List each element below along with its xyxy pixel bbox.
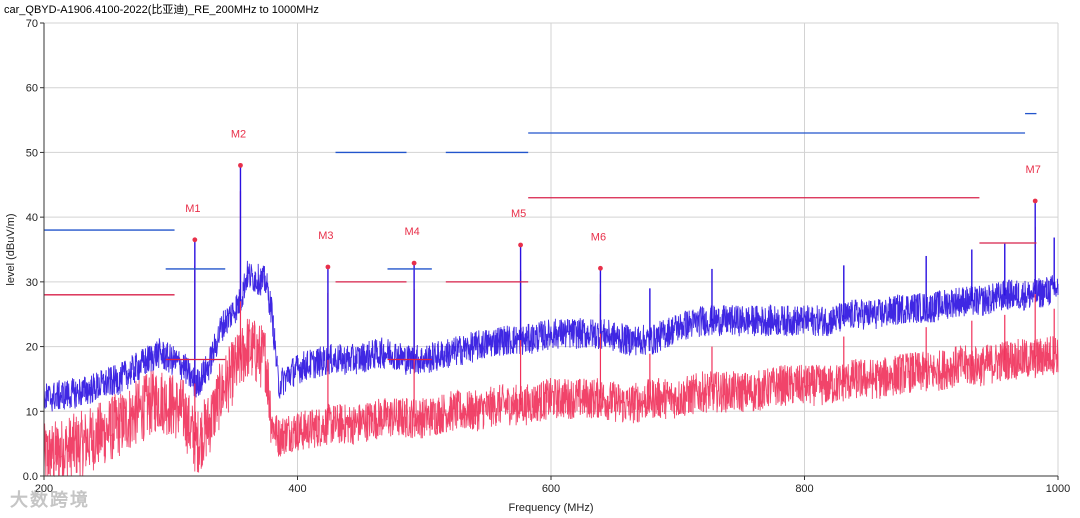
y-tick-label: 60: [26, 83, 38, 95]
axes: 0.0 10 20 30 40 50 60 70 200 400 600 800 1000 Frequen…: [5, 18, 1070, 514]
marker-label: M1: [185, 203, 200, 215]
y-tick-label: 0.0: [23, 471, 38, 483]
limit-lines: [44, 112, 1037, 361]
marker-label: M3: [318, 230, 333, 242]
marker-label: M2: [231, 128, 246, 140]
y-tick-label: 20: [26, 342, 38, 354]
x-tick-label: 800: [795, 483, 813, 495]
y-tick-label: 10: [26, 406, 38, 418]
marker-point: [518, 242, 523, 248]
x-axis-label: Frequency (MHz): [509, 502, 594, 514]
marker-label: M7: [1026, 164, 1041, 176]
x-tick-label: 1000: [1046, 483, 1070, 495]
marker-label: M5: [511, 208, 526, 220]
x-tick-label: 400: [288, 483, 306, 495]
chart-title: car_QBYD-A1906.4100-2022(比亚迪)_RE_200MHz …: [4, 4, 319, 16]
marker-point: [238, 162, 243, 168]
marker-point: [325, 264, 331, 270]
y-tick-label: 70: [26, 18, 38, 30]
x-tick-label: 200: [35, 483, 53, 495]
marker-point: [411, 260, 417, 266]
marker-label: M4: [404, 226, 419, 238]
y-tick-label: 50: [26, 147, 38, 159]
grid-lines: [43, 22, 1059, 477]
x-tick-label: 600: [542, 483, 560, 495]
plot-area: [43, 165, 1059, 478]
series-average-trace: [43, 318, 1059, 478]
series-peak-trace: [43, 260, 1059, 412]
marker-point: [598, 265, 603, 271]
markers: M1 M2 M3 M4 M5 M6 M7: [185, 128, 1041, 271]
marker-label: M6: [591, 231, 606, 243]
marker-point: [192, 237, 198, 243]
y-tick-label: 40: [26, 212, 38, 224]
y-tick-label: 30: [26, 277, 38, 289]
watermark-logo: 大数跨境: [10, 490, 90, 510]
y-axis-label: level (dBuV/m): [5, 213, 17, 285]
marker-point: [1032, 198, 1038, 204]
